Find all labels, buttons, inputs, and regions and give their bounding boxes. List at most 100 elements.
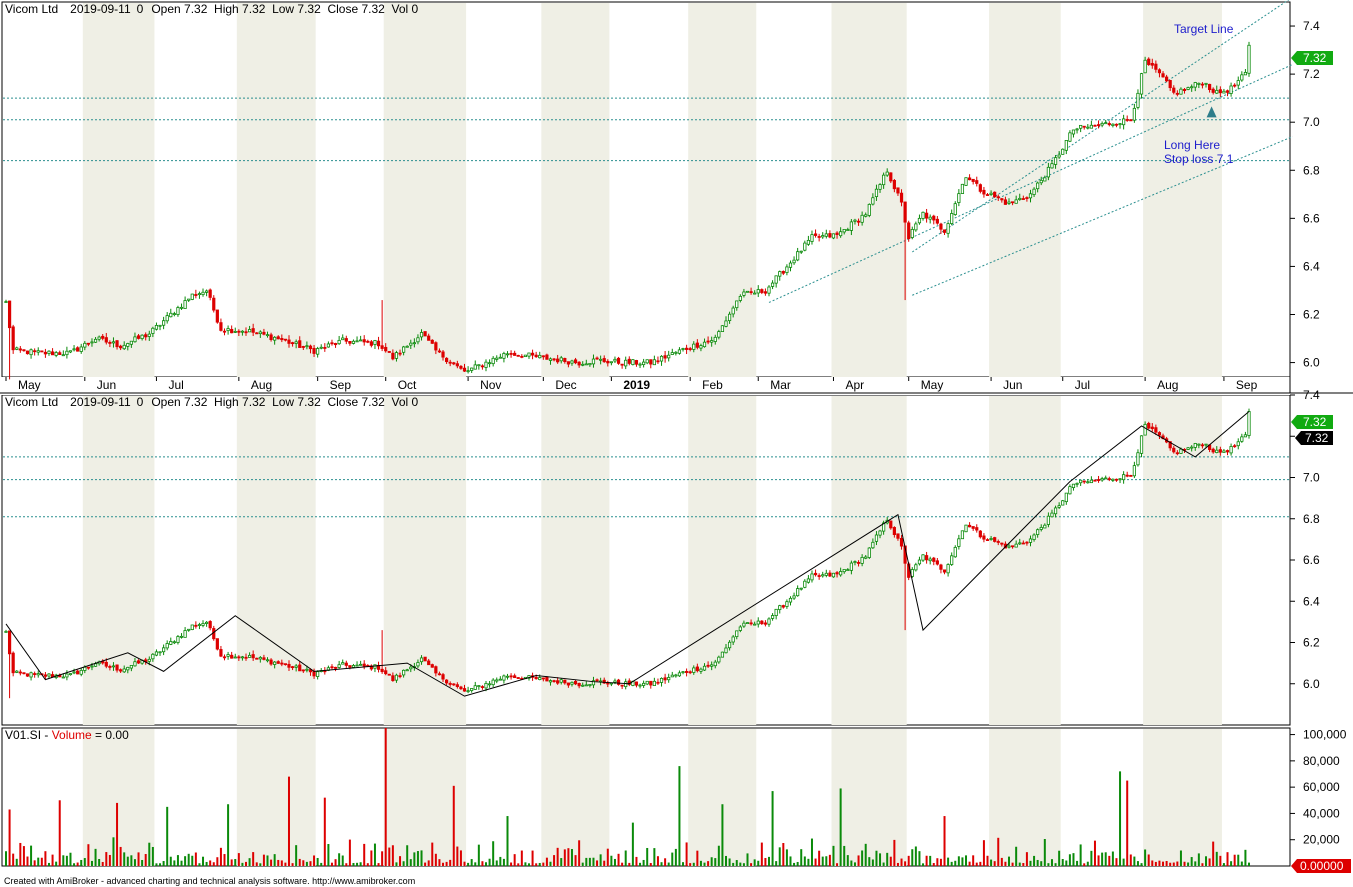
long-here-label: Long Here: [1164, 138, 1220, 152]
volume-bar: [363, 843, 366, 866]
volume-bar: [33, 860, 36, 866]
volume-bar: [83, 858, 86, 866]
month-label: 2019: [623, 378, 650, 392]
volume-bar: [857, 855, 860, 866]
zigzag-candle-body: [835, 572, 839, 575]
volume-bar: [950, 861, 953, 866]
zigzag-candle-body: [1089, 479, 1093, 484]
volume-bar: [1076, 860, 1079, 866]
price-candle-body: [376, 340, 381, 347]
zigzag-candle-body: [384, 670, 388, 675]
zigzag-candle-body: [477, 685, 481, 687]
zigzag-candle-body: [588, 684, 592, 686]
volume-bar: [714, 858, 717, 866]
volume-bar: [126, 856, 129, 866]
zigzag-candle-body: [129, 665, 133, 669]
zigzag-candle-body: [513, 675, 517, 679]
volume-panel: [1, 727, 1291, 867]
volume-bar: [821, 856, 824, 866]
zigzag-candle-body: [674, 674, 678, 677]
zigzag-candle-body: [699, 668, 703, 672]
volume-bar: [119, 846, 122, 866]
zigzag-candle-body: [581, 684, 585, 687]
price-candle-body: [1046, 166, 1051, 178]
price-candle-body: [803, 242, 807, 251]
price-candle-body: [692, 343, 696, 350]
zigzag-candle-body: [839, 571, 843, 576]
volume-axis-label: 80,000: [1303, 754, 1340, 768]
zigzag-candle-body: [237, 656, 241, 659]
price-candle-body: [290, 342, 295, 345]
volume-bar: [345, 863, 348, 866]
volume-bar: [424, 862, 427, 866]
volume-bar: [452, 785, 455, 866]
price-candle-body: [126, 343, 130, 347]
zigzag-candle-body: [878, 530, 882, 536]
zigzag-candle-body: [391, 675, 395, 682]
zigzag-candle-body: [43, 674, 48, 677]
zigzag-candle-body: [1168, 441, 1172, 449]
month-label: Sep: [1236, 378, 1258, 392]
volume-bar: [495, 860, 498, 866]
zigzag-candle-body: [445, 679, 449, 684]
volume-bar: [459, 850, 462, 866]
zigzag-candle-body: [710, 664, 714, 667]
price-axis-label: 6.8: [1303, 163, 1320, 177]
price-candle-body: [269, 334, 273, 341]
volume-bar: [230, 859, 233, 866]
zigzag-header-ohlcv: Open 7.32 High 7.32 Low 7.32 Close 7.32 …: [151, 395, 418, 409]
price-candle-body: [1021, 198, 1025, 200]
volume-bar: [94, 848, 97, 866]
volume-bar: [986, 855, 989, 866]
volume-bar: [990, 859, 993, 866]
volume-bar: [1187, 862, 1190, 866]
zigzag-candle-body: [244, 656, 248, 659]
price-header-num: 0: [137, 2, 144, 16]
zigzag-candle-body: [957, 538, 961, 547]
price-candle-body: [1061, 148, 1065, 155]
zigzag-candle-body: [86, 666, 90, 669]
target-line-label: Target Line: [1174, 22, 1234, 36]
price-candle-body: [230, 328, 234, 334]
volume-bar: [255, 862, 258, 866]
price-candle-body: [1003, 199, 1008, 205]
zigzag-candle-body: [649, 680, 653, 686]
volume-bar: [384, 728, 387, 866]
price-candle-body: [419, 332, 424, 338]
volume-bar: [212, 862, 215, 866]
volume-bar: [492, 841, 495, 866]
zigzag-candle-body: [1046, 515, 1051, 525]
zigzag-candle-body: [928, 558, 932, 562]
volume-header-name: Volume: [52, 728, 92, 742]
zigzag-candle-body: [1104, 477, 1108, 480]
zigzag-candle-body: [917, 559, 922, 565]
price-candle-body: [1032, 188, 1036, 195]
price-candle-body: [932, 215, 936, 221]
volume-bar: [628, 862, 631, 866]
price-candle-body: [1114, 123, 1119, 126]
zigzag-candle-body: [1007, 545, 1011, 548]
price-candle-body: [921, 211, 925, 219]
zigzag-candle-body: [1243, 434, 1248, 438]
volume-bar: [685, 842, 688, 866]
month-label: Jul: [168, 378, 183, 392]
price-candle-body: [1207, 83, 1212, 91]
zigzag-candle-body: [1157, 432, 1162, 436]
month-label: Jul: [1075, 378, 1090, 392]
price-candle-body: [624, 359, 628, 367]
price-candle-body: [910, 229, 914, 238]
zigzag-candle-body: [470, 688, 474, 691]
zigzag-candle-body: [276, 661, 280, 664]
price-candle-body: [688, 348, 692, 350]
month-stripe: [831, 396, 907, 725]
volume-bar: [918, 851, 921, 866]
price-candle-body: [742, 291, 746, 296]
zigzag-candle-body: [1143, 423, 1147, 436]
volume-bar: [785, 849, 788, 866]
price-candle-body: [960, 183, 965, 194]
zigzag-candle-body: [1211, 448, 1215, 453]
volume-header-value: = 0.00: [92, 728, 129, 742]
zigzag-candle-body: [290, 666, 295, 669]
zigzag-candle-body: [455, 684, 459, 688]
price-candle-body: [1075, 128, 1079, 131]
